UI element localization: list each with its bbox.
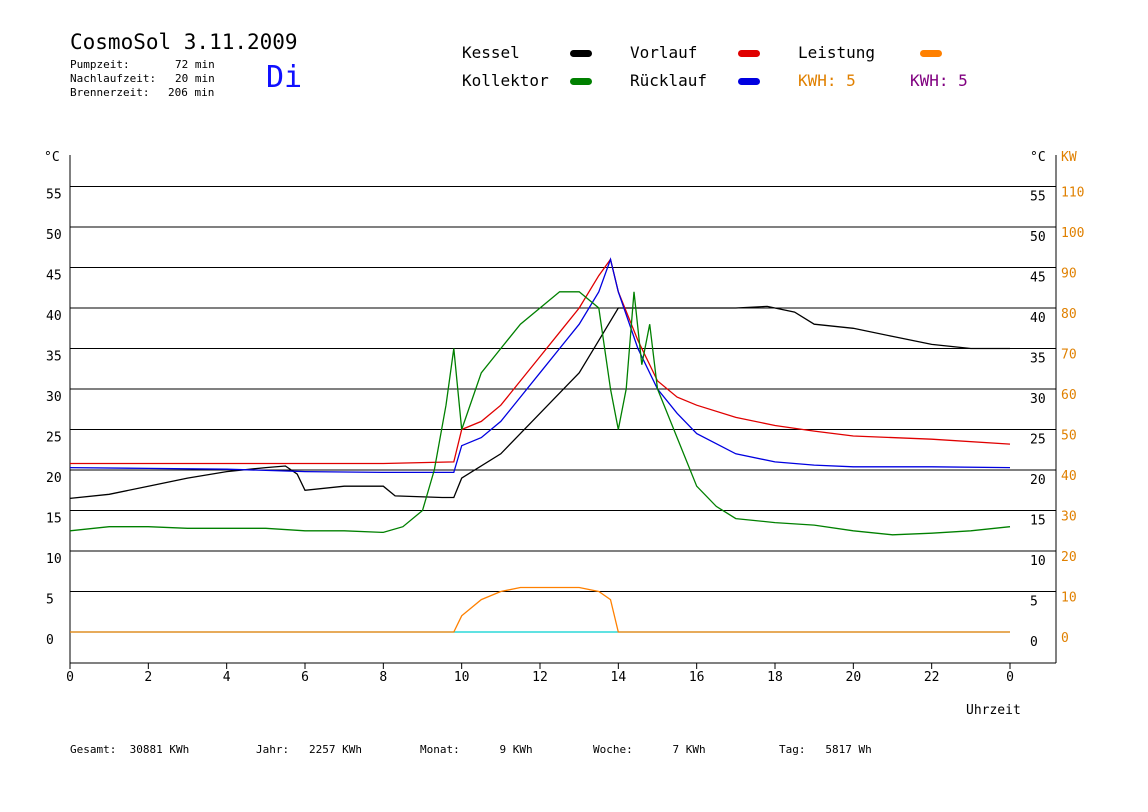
x-tick-label: 14 [611,670,627,685]
x-tick-label: 4 [223,670,231,685]
stat-jahr: Jahr: 2257 KWh [256,743,362,756]
y-tick-right-kw: 100 [1061,226,1084,241]
y-tick-left: 10 [46,552,62,567]
y-tick-right-kw: 0 [1061,631,1069,646]
y-tick-right-kw: 50 [1061,429,1077,444]
y-tick-right-c: 45 [1030,271,1046,286]
x-tick-label: 10 [454,670,470,685]
y-axis-unit-left: °C [44,150,60,165]
x-tick-label: 0 [66,670,74,685]
y-tick-left: 35 [46,350,62,365]
y-tick-right-c: 25 [1030,433,1046,448]
y-tick-right-kw: 30 [1061,510,1077,525]
y-tick-right-kw: 110 [1061,186,1084,201]
legend-leistung-swatch [920,50,942,57]
legend-kollektor-swatch [570,78,592,85]
legend-ruecklauf-swatch [738,78,760,85]
y-tick-left: 40 [46,309,62,324]
legend-ruecklauf-label: Rücklauf [630,71,708,90]
y-tick-left: 50 [46,228,62,243]
x-tick-label: 18 [767,670,783,685]
chart-title: CosmoSol 3.11.2009 [70,30,298,54]
y-tick-right-kw: 80 [1061,307,1077,322]
kwh-value-1: KWH: 5 [798,71,856,90]
y-tick-left: 20 [46,471,62,486]
y-tick-left: 55 [46,188,62,203]
x-tick-label: 6 [301,670,309,685]
y-tick-left: 5 [46,593,54,608]
legend-vorlauf-label: Vorlauf [630,43,698,62]
x-tick-label: 2 [144,670,152,685]
x-axis-label: Uhrzeit [966,703,1021,718]
y-axis-unit-right: °C [1030,150,1046,165]
series-line-rcklauf [69,257,1011,474]
x-tick-label: 0 [1006,670,1014,685]
series-line-leistung [70,586,1010,633]
y-tick-right-kw: 20 [1061,550,1077,565]
y-tick-left: 45 [46,269,62,284]
pump-time-label: Pumpzeit: [70,58,130,71]
series-line-vorlauf [70,257,1011,465]
y-tick-right-kw: 10 [1061,591,1077,606]
y-tick-right-c: 0 [1030,635,1038,650]
weekday-label: Di [266,60,303,95]
y-tick-right-c: 30 [1030,392,1046,407]
y-tick-right-c: 35 [1030,352,1046,367]
series-line-kessel [69,305,1010,500]
legend-kollektor-label: Kollektor [462,71,549,90]
afterrun-time-value: 20 min [175,72,215,85]
y-tick-right-kw: 70 [1061,348,1077,363]
y-tick-right-kw: 60 [1061,388,1077,403]
y-tick-right-kw: 40 [1061,469,1077,484]
x-tick-label: 8 [379,670,387,685]
y-axis-unit-kw: KW [1061,150,1077,165]
stat-tag: Tag: 5817 Wh [779,743,872,756]
y-tick-right-c: 15 [1030,514,1046,529]
legend-vorlauf-swatch [738,50,760,57]
legend-leistung-label: Leistung [798,43,876,62]
x-tick-label: 16 [689,670,705,685]
y-tick-left: 15 [46,512,62,527]
y-tick-right-c: 20 [1030,473,1046,488]
y-tick-right-c: 55 [1030,190,1046,205]
y-tick-left: 25 [46,431,62,446]
stat-monat: Monat: 9 KWh [420,743,533,756]
y-tick-right-c: 40 [1030,311,1046,326]
kwh-value-2: KWH: 5 [910,71,968,90]
y-tick-right-c: 10 [1030,554,1046,569]
series-line-kollektor [69,291,1011,536]
legend-kessel-label: Kessel [462,43,520,62]
y-tick-right-c: 5 [1030,595,1038,610]
y-tick-left: 30 [46,390,62,405]
x-tick-label: 12 [532,670,548,685]
pump-time-value: 72 min [175,58,215,71]
afterrun-time-label: Nachlaufzeit: [70,72,157,85]
y-tick-left: 0 [46,633,54,648]
burner-time-label: Brennerzeit: [70,86,150,99]
stat-gesamt: Gesamt: 30881 KWh [70,743,190,756]
x-tick-label: 22 [924,670,940,685]
y-tick-right-c: 50 [1030,230,1046,245]
burner-time-value: 206 min [168,86,215,99]
y-tick-right-kw: 90 [1061,267,1077,282]
stat-woche: Woche: 7 KWh [593,743,706,756]
x-tick-label: 20 [846,670,862,685]
legend-kessel-swatch [570,50,592,57]
